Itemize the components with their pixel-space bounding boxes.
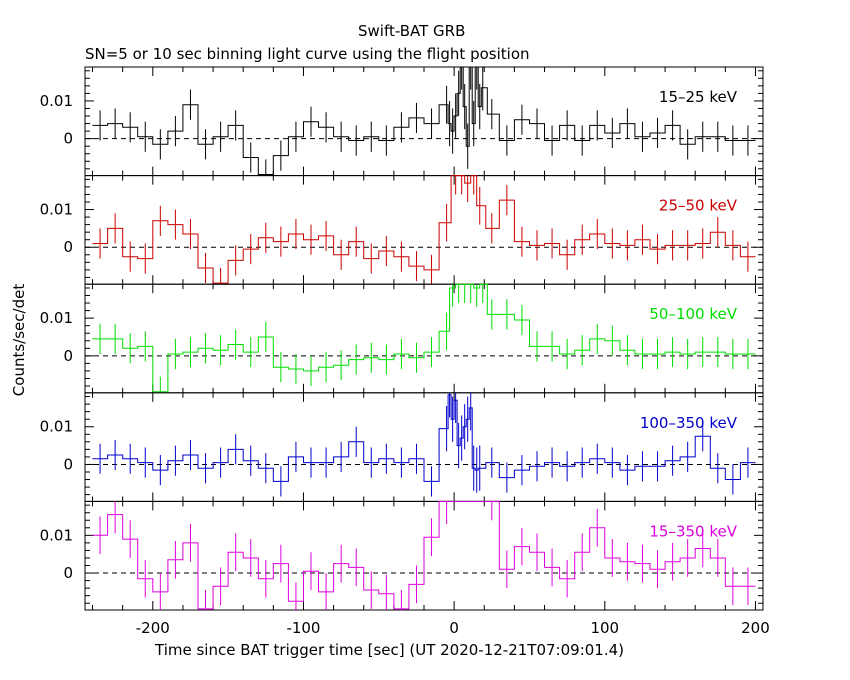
y-axis-label: Counts/sec/det (10, 284, 28, 397)
y-tick-label: 0 (63, 130, 73, 148)
panel-label: 15–350 keV (649, 522, 737, 540)
panel-label: 25–50 keV (659, 197, 738, 215)
chart-subtitle: SN=5 or 10 sec binning light curve using… (85, 45, 530, 63)
series-step-line (92, 394, 756, 482)
panel-label: 100–350 keV (640, 414, 738, 432)
x-tick-label: 0 (449, 619, 459, 637)
y-tick-label: 0 (63, 238, 73, 256)
panel-3: 0 0.01 50–100 keV (40, 283, 764, 394)
series-step-line (92, 500, 756, 610)
x-axis-label: Time since BAT trigger time [sec] (UT 20… (154, 641, 624, 659)
y-tick-label: 0.01 (40, 92, 73, 110)
y-tick-label: 0 (63, 564, 73, 582)
series-step-line (92, 66, 756, 175)
series-step-line (92, 283, 756, 393)
x-tick-label: -200 (136, 619, 170, 637)
panel-5: 0 0.01 15–350 keV (40, 500, 764, 611)
panel-2: 0 0.01 25–50 keV (40, 175, 764, 285)
y-tick-label: 0.01 (40, 526, 73, 544)
series-step-line (92, 175, 756, 284)
y-tick-label: 0 (63, 347, 73, 365)
panel-frame (84, 392, 764, 502)
y-tick-label: 0.01 (40, 418, 73, 436)
y-tick-label: 0.01 (40, 201, 73, 219)
x-tick-label: 200 (741, 619, 770, 637)
panel-frame (84, 283, 764, 394)
y-tick-label: 0.01 (40, 309, 73, 327)
chart-title: Swift-BAT GRB (358, 22, 466, 40)
x-tick-label: 100 (590, 619, 619, 637)
panel-1: 0 0.01 15–25 keV (40, 66, 764, 177)
panel-label: 15–25 keV (659, 88, 738, 106)
panel-4: 0 0.01 100–350 keV (40, 392, 764, 502)
y-tick-label: 0 (63, 455, 73, 473)
x-tick-label: -100 (286, 619, 320, 637)
panel-label: 50–100 keV (649, 305, 737, 323)
